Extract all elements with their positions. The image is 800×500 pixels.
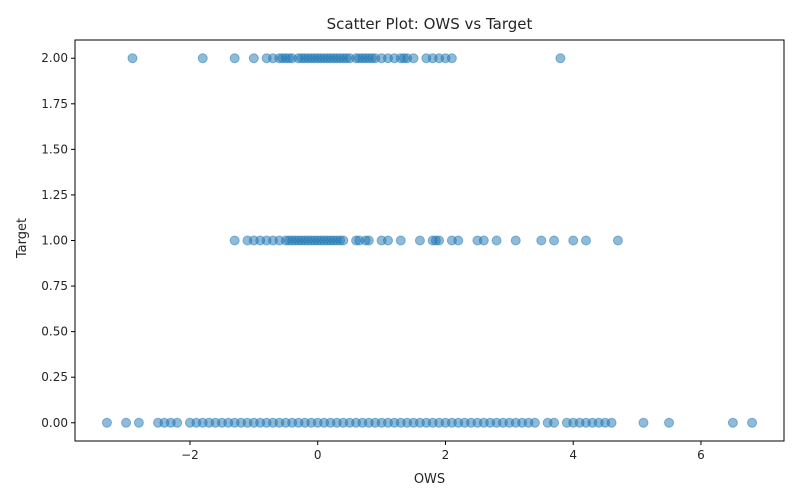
data-point bbox=[549, 235, 560, 246]
data-points bbox=[101, 53, 758, 428]
y-tick-label: 1.75 bbox=[41, 97, 68, 111]
y-tick-label: 2.00 bbox=[41, 51, 68, 65]
data-point bbox=[133, 417, 144, 428]
data-point bbox=[248, 53, 259, 64]
y-tick-label: 1.50 bbox=[41, 142, 68, 156]
axes: −2 0 2 4 6 0.00 0.25 0.50 0.75 1.00 1.25 1.50 1.75 2.… bbox=[41, 39, 785, 462]
data-point bbox=[555, 53, 566, 64]
y-tick-label: 0.25 bbox=[41, 370, 68, 384]
data-point bbox=[510, 235, 521, 246]
data-point bbox=[408, 53, 419, 64]
data-point bbox=[529, 417, 540, 428]
data-point bbox=[101, 417, 112, 428]
data-point bbox=[747, 417, 758, 428]
y-tick-label: 0.50 bbox=[41, 325, 68, 339]
y-tick-label: 0.75 bbox=[41, 279, 68, 293]
data-point bbox=[491, 235, 502, 246]
x-tick-label: 2 bbox=[442, 448, 450, 462]
data-point bbox=[606, 417, 617, 428]
y-axis-label: Target bbox=[15, 218, 30, 259]
y-tick-label: 0.00 bbox=[41, 416, 68, 430]
x-tick-label: 0 bbox=[314, 448, 322, 462]
x-axis-label: OWS bbox=[414, 472, 445, 487]
data-point bbox=[395, 235, 406, 246]
y-tick-label: 1.25 bbox=[41, 188, 68, 202]
data-point bbox=[363, 235, 374, 246]
data-point bbox=[338, 235, 349, 246]
data-point bbox=[172, 417, 183, 428]
data-point bbox=[197, 53, 208, 64]
data-point bbox=[478, 235, 489, 246]
chart-title: Scatter Plot: OWS vs Target bbox=[327, 15, 533, 33]
data-point bbox=[664, 417, 675, 428]
data-point bbox=[727, 417, 738, 428]
data-point bbox=[612, 235, 623, 246]
data-point bbox=[536, 235, 547, 246]
y-tick-label: 1.00 bbox=[41, 234, 68, 248]
data-point bbox=[446, 53, 457, 64]
data-point bbox=[414, 235, 425, 246]
x-tick-label: 4 bbox=[569, 448, 577, 462]
data-point bbox=[382, 235, 393, 246]
data-point bbox=[229, 235, 240, 246]
data-point bbox=[127, 53, 138, 64]
data-point bbox=[549, 417, 560, 428]
data-point bbox=[229, 53, 240, 64]
data-point bbox=[453, 235, 464, 246]
data-point bbox=[568, 235, 579, 246]
x-tick-label: −2 bbox=[181, 448, 199, 462]
data-point bbox=[121, 417, 132, 428]
data-point bbox=[638, 417, 649, 428]
x-tick-label: 6 bbox=[697, 448, 705, 462]
data-point bbox=[434, 235, 445, 246]
data-point bbox=[580, 235, 591, 246]
